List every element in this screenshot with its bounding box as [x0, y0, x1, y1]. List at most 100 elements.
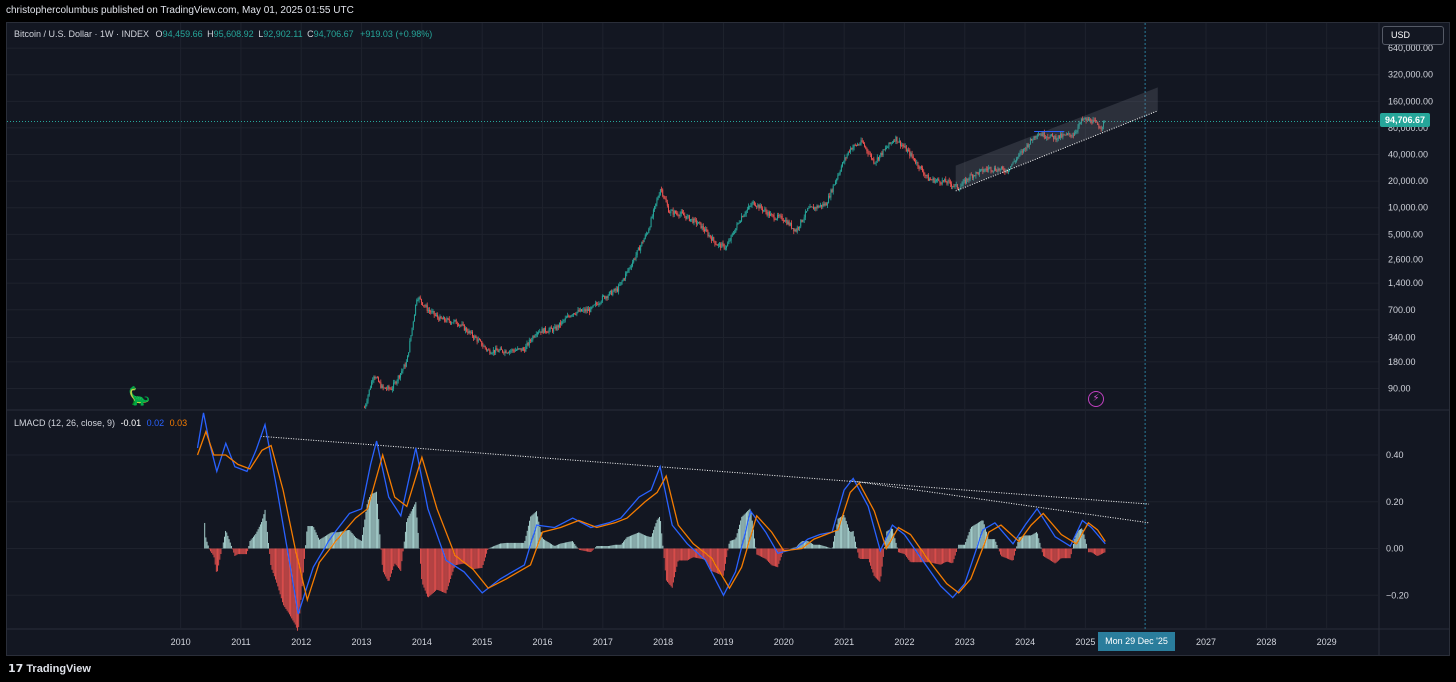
ohlc-high: 95,608.92 [213, 29, 254, 39]
candle-body [843, 161, 845, 163]
candle-body [464, 328, 466, 331]
candle-body [887, 146, 889, 148]
candle-body [430, 311, 432, 313]
candle-body [944, 179, 946, 182]
candle-body [482, 345, 484, 347]
candle-body [1060, 134, 1062, 139]
candle-body [1005, 169, 1007, 173]
macd-tick-label: 0.40 [1386, 450, 1404, 460]
candle-body [1086, 118, 1088, 121]
candle-body [700, 222, 702, 229]
candle-body [611, 290, 613, 295]
candle-body [614, 289, 616, 291]
candle-body [637, 247, 639, 251]
candle-body [1054, 135, 1056, 140]
crosshair-date-label: Mon 29 Dec '25 [1098, 632, 1175, 651]
candle-body [995, 167, 997, 171]
candle-body [719, 243, 721, 245]
candle-body [534, 335, 536, 338]
candle-body [712, 237, 714, 241]
candle-body [779, 215, 781, 217]
candle-body [693, 218, 695, 223]
candle-body [695, 219, 697, 224]
candle-body [625, 273, 627, 279]
candle-body [796, 227, 798, 232]
candle-body [1061, 134, 1063, 138]
candle-body [570, 315, 572, 318]
candle-body [583, 309, 585, 311]
candle-body [904, 146, 906, 148]
candle-body [558, 322, 560, 328]
candle-body [990, 167, 992, 171]
currency-selector[interactable]: USD [1382, 26, 1444, 45]
candle-body [1090, 119, 1092, 123]
candle-body [773, 215, 775, 220]
candle-body [811, 206, 813, 208]
candle-body [384, 387, 386, 389]
candle-body [881, 152, 883, 156]
candle-body [404, 364, 406, 367]
candle-body [1055, 135, 1057, 141]
candle-body [505, 350, 507, 354]
candle-body [546, 331, 548, 333]
candle-body [709, 235, 711, 238]
candle-body [810, 206, 812, 208]
candle-body [1012, 161, 1014, 165]
candle-body [574, 313, 576, 315]
candle-body [692, 218, 694, 223]
candle-body [513, 350, 515, 352]
candle-body [999, 168, 1001, 171]
candle-body [547, 332, 549, 334]
candle-body [746, 209, 748, 211]
candle-body [802, 220, 804, 222]
candle-body [541, 328, 543, 333]
candle-body [1084, 118, 1086, 120]
candle-body [964, 179, 966, 184]
candle-body [474, 336, 476, 339]
candle-body [1010, 166, 1012, 170]
candle-body [447, 318, 449, 320]
candle-body [727, 243, 729, 247]
time-tick-label: 2018 [653, 637, 673, 647]
symbol-legend[interactable]: Bitcoin / U.S. Dollar · 1W · INDEX O94,4… [14, 29, 432, 39]
candle-body [792, 228, 794, 229]
candle-body [1071, 135, 1073, 137]
candle-body [978, 170, 980, 175]
candle-body [884, 148, 886, 150]
candle-body [411, 327, 413, 336]
candle-body [913, 158, 915, 162]
candle-body [830, 189, 832, 198]
candle-body [1048, 137, 1050, 139]
candle-body [703, 229, 705, 232]
candle-body [923, 171, 925, 175]
candle-body [419, 297, 421, 299]
candle-body [603, 295, 605, 297]
candle-body [451, 322, 453, 324]
candle-body [970, 174, 972, 176]
time-tick-label: 2024 [1015, 637, 1035, 647]
candle-body [973, 175, 975, 178]
macd-legend[interactable]: LMACD (12, 26, close, 9) -0.01 0.02 0.03 [14, 418, 187, 428]
candle-body [977, 172, 979, 175]
candle-body [967, 178, 969, 180]
time-tick-label: 2029 [1317, 637, 1337, 647]
candle-body [777, 214, 779, 219]
lightning-icon[interactable]: ⚡ [1088, 391, 1104, 407]
candle-body [658, 194, 660, 198]
candle-body [903, 146, 905, 148]
candle-body [1044, 137, 1046, 139]
candle-body [816, 205, 818, 209]
candle-body [743, 215, 745, 218]
candle-body [865, 146, 867, 148]
tradingview-logo[interactable]: 17 TradingView [8, 662, 91, 675]
candle-body [1091, 122, 1093, 124]
candle-body [801, 219, 803, 222]
candle-body [383, 387, 385, 389]
candle-body [910, 153, 912, 156]
candle-body [814, 207, 816, 210]
candle-body [503, 352, 505, 354]
candle-body [986, 169, 988, 171]
candle-body [690, 219, 692, 221]
candle-body [853, 144, 855, 148]
